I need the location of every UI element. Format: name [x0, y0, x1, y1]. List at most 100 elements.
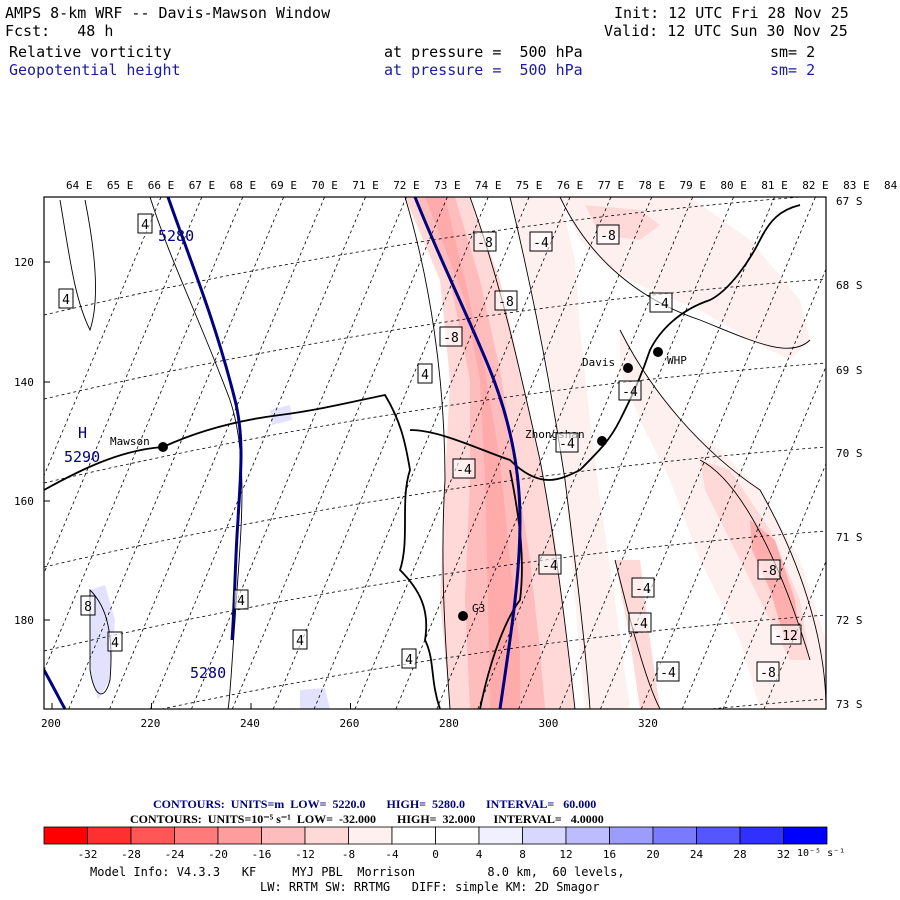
- colorbar-label: -12: [295, 848, 315, 861]
- svg-text:-8: -8: [761, 564, 777, 579]
- colorbar-label: 4: [476, 848, 483, 861]
- lat-label: 68 S: [836, 279, 863, 292]
- colorbar-swatch: [478, 826, 523, 845]
- field2-smoothing: sm= 2: [770, 61, 816, 79]
- lon-label: 80 E: [720, 179, 747, 192]
- vorticity-label-box: 4: [107, 631, 123, 652]
- lon-label: 67 E: [189, 179, 216, 192]
- vorticity-label-box: -4: [649, 292, 673, 313]
- svg-text:8: 8: [84, 600, 92, 615]
- svg-text:-8: -8: [760, 666, 776, 681]
- label-g3: G3: [472, 602, 485, 615]
- lat-label: 73 S: [836, 698, 863, 711]
- lon-label: 65 E: [107, 179, 133, 192]
- map-title: AMPS 8-km WRF -- Davis-Mawson Window: [5, 4, 331, 22]
- colorbar-swatch: [696, 826, 741, 845]
- longitude-labels: 64 E 65 E 66 E 67 E 68 E 69 E 70 E 71 E 72 E 73 E…: [66, 179, 900, 192]
- vorticity-label-box: -8: [439, 326, 463, 347]
- svg-text:4: 4: [296, 634, 304, 649]
- svg-text:-4: -4: [632, 617, 648, 632]
- colorbar-swatch: [348, 826, 393, 845]
- field1-smoothing: sm= 2: [770, 43, 816, 61]
- svg-text:-8: -8: [477, 236, 493, 251]
- valid-time: Valid: 12 UTC Sun 30 Nov 25: [604, 22, 848, 40]
- x-tick-label: 260: [340, 717, 360, 730]
- svg-text:-4: -4: [542, 559, 558, 574]
- colorbar-swatch: [304, 826, 349, 845]
- y-tick-label: 120: [14, 256, 34, 269]
- lon-label: 71 E: [352, 179, 379, 192]
- vorticity-label-box: -4: [555, 432, 579, 453]
- colorbar-swatch: [522, 826, 567, 845]
- colorbar-swatch: [174, 826, 219, 845]
- vorticity-label-box: 4: [401, 648, 417, 669]
- station-mawson: [158, 442, 168, 452]
- lat-label: 67 S: [836, 195, 863, 208]
- svg-text:-8: -8: [443, 331, 459, 346]
- field1-name: Relative vorticity: [9, 43, 172, 61]
- field2-level: at pressure = 500 hPa: [384, 61, 583, 79]
- map-frame: [43, 196, 827, 710]
- station-markers: [158, 347, 663, 621]
- lon-label: 66 E: [148, 179, 175, 192]
- svg-text:-4: -4: [533, 236, 549, 251]
- vorticity-labels: 4 4 -8 -4 -8 -8 -8 -4 4 -4 -4 -4 -4 -4 -4 -8 -12 -8 -4 4 4 4 8…: [58, 213, 802, 682]
- vorticity-label-box: -4: [628, 612, 652, 633]
- y-tick-label: 160: [14, 495, 34, 508]
- svg-text:4: 4: [62, 293, 70, 308]
- vorticity-label-box: -12: [770, 624, 802, 645]
- colorbar-swatch: [217, 826, 262, 845]
- colorbar-label: 16: [603, 848, 616, 861]
- vorticity-label-box: 4: [233, 589, 249, 610]
- lon-label: 74 E: [475, 179, 502, 192]
- y-tick-label: 140: [14, 376, 34, 389]
- vorticity-label-box: 4: [417, 363, 433, 384]
- forecast-hour: Fcst: 48 h: [5, 22, 114, 40]
- colorbar-label: -16: [252, 848, 272, 861]
- vorticity-label-box: -4: [656, 661, 680, 682]
- lon-label: 70 E: [311, 179, 338, 192]
- svg-text:-4: -4: [559, 437, 575, 452]
- colorbar-swatch: [609, 826, 654, 845]
- svg-text:-8: -8: [498, 295, 514, 310]
- vorticity-label-box: 8: [80, 595, 96, 616]
- colorbar-swatch: [261, 826, 306, 845]
- svg-text:4: 4: [111, 636, 119, 651]
- vorticity-label-box: 4: [137, 213, 153, 234]
- vorticity-label-box: 4: [292, 629, 308, 650]
- lon-label: 79 E: [680, 179, 707, 192]
- lon-label: 76 E: [557, 179, 584, 192]
- lon-label: 81 E: [761, 179, 788, 192]
- lon-label: 69 E: [271, 179, 298, 192]
- lon-label: 75 E: [516, 179, 543, 192]
- svg-text:4: 4: [405, 653, 413, 668]
- colorbar-swatch: [43, 826, 88, 845]
- model-info-line2: LW: RRTM SW: RRTMG DIFF: simple KM: 2D S…: [260, 880, 600, 894]
- colorbar-label: 0: [432, 848, 439, 861]
- y-tick-label: 180: [14, 614, 34, 627]
- vorticity-label-box: -4: [631, 577, 655, 598]
- vorticity-label-box: -8: [756, 661, 780, 682]
- colorbar-label: 32: [777, 848, 790, 861]
- lon-label: 82 E: [802, 179, 829, 192]
- svg-text:4: 4: [237, 594, 245, 609]
- x-tick-label: 200: [41, 717, 61, 730]
- colorbar-unit: 10⁻⁵ s⁻¹: [797, 848, 845, 859]
- vorticity-label-box: -8: [494, 290, 518, 311]
- vorticity-label-box: -4: [618, 380, 642, 401]
- colorbar-swatch: [783, 826, 828, 845]
- colorbar-label: -32: [78, 848, 98, 861]
- colorbar-label: 24: [690, 848, 704, 861]
- svg-text:-8: -8: [600, 229, 616, 244]
- station-zhongshan: [597, 436, 607, 446]
- latitude-labels: 67 S 68 S 69 S 70 S 71 S 72 S 73 S: [836, 195, 863, 711]
- init-time: Init: 12 UTC Fri 28 Nov 25: [614, 4, 849, 22]
- lon-label: 83 E: [843, 179, 870, 192]
- lon-label: 77 E: [598, 179, 625, 192]
- vorticity-label-box: 4: [58, 288, 74, 309]
- svg-text:-4: -4: [653, 297, 669, 312]
- label-davis: Davis: [582, 356, 615, 369]
- colorbar-label: -8: [342, 848, 355, 861]
- vorticity-label-box: -8: [596, 224, 620, 245]
